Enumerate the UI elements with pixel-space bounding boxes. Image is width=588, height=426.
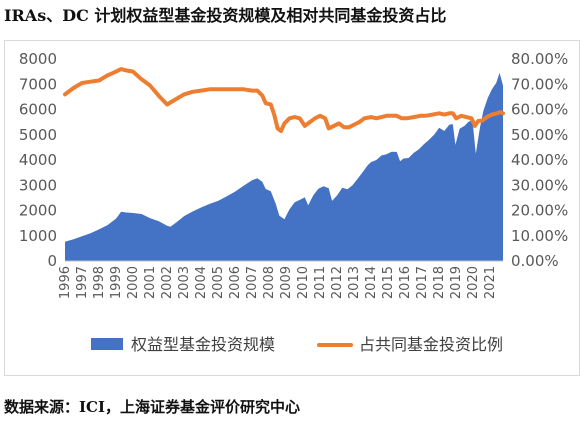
y-right-tick-label: 70.00% [511,75,568,93]
y-right-tick-label: 50.00% [511,126,568,144]
area-series-layer [65,72,503,262]
x-tick-label: 2005 [211,266,226,299]
x-tick-label: 2014 [364,266,379,299]
x-tick-label: 2009 [279,266,294,299]
y-right-tick-label: 40.00% [511,151,568,169]
line-series-share-of-mutual-funds [63,67,505,133]
x-tick-label: 2020 [466,266,481,299]
x-tick-label: 1997 [75,266,90,299]
x-tick-label: 2004 [194,266,209,299]
x-tick-label: 2007 [245,266,260,299]
source-note: 数据来源：ICI，上海证券基金评价研究中心 [4,398,300,416]
y-left-tick-label: 6000 [19,101,57,119]
axes-layer: 0 1000 2000 3000 4000 5000 6000 7000 8000 0.00% 10… [19,50,568,299]
y-left-tick-label: 5000 [19,126,57,144]
x-tick-label: 2013 [347,266,362,299]
legend-swatch-area [91,338,123,350]
x-tick-label: 2011 [313,266,328,299]
y-right-tick-label: 20.00% [511,202,568,220]
x-tick-label: 1999 [109,266,124,299]
chart-title: IRAs、DC 计划权益型基金投资规模及相对共同基金投资占比 [4,6,447,25]
x-tick-label: 2012 [330,266,345,299]
y-left-tick-label: 8000 [19,50,57,68]
x-tick-label: 1996 [58,266,73,299]
y-right-tick-label: 60.00% [511,101,568,119]
x-tick-label: 2001 [143,266,158,299]
x-tick-label: 2010 [296,266,311,299]
x-tick-label: 2018 [432,266,447,299]
y-right-tick-label: 10.00% [511,227,568,245]
x-tick-label: 2006 [228,266,243,299]
chart-svg: 0 1000 2000 3000 4000 5000 6000 7000 8000 0.00% 10… [19,50,568,354]
x-tick-label: 2021 [483,266,498,299]
legend-label-line: 占共同基金投资比例 [359,335,503,354]
y-left-tick-label: 1000 [19,227,57,245]
x-tick-label: 2016 [398,266,413,299]
x-tick-label: 2000 [126,266,141,299]
x-tick-label: 2008 [262,266,277,299]
y-right-tick-label: 0.00% [511,252,559,270]
area-series-equity-fund-assets [65,72,503,262]
y-right-tick-label: 30.00% [511,176,568,194]
x-tick-label: 1998 [92,266,107,299]
line-series-layer [63,67,505,133]
y-left-tick-label: 0 [47,252,57,270]
x-tick-label: 2002 [160,266,175,299]
chart-frame: 0 1000 2000 3000 4000 5000 6000 7000 8000 0.00% 10… [4,40,580,376]
x-tick-label: 2003 [177,266,192,299]
y-left-tick-label: 4000 [19,151,57,169]
x-tick-label: 2015 [381,266,396,299]
x-tick-label: 2019 [449,266,464,299]
y-left-tick-label: 2000 [19,202,57,220]
legend-label-area: 权益型基金投资规模 [131,335,275,354]
y-right-tick-label: 80.00% [511,50,568,68]
legend: 权益型基金投资规模 占共同基金投资比例 [91,335,503,354]
x-tick-label: 2017 [415,266,430,299]
y-left-tick-label: 7000 [19,75,57,93]
y-left-tick-label: 3000 [19,176,57,194]
